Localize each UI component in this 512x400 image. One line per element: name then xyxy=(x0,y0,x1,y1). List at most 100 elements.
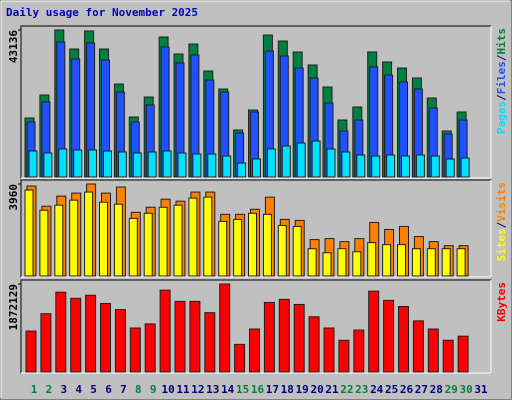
bar xyxy=(84,191,94,277)
bar xyxy=(323,327,335,373)
bar xyxy=(55,291,67,373)
bar xyxy=(174,300,186,373)
bar xyxy=(412,320,424,373)
bar xyxy=(397,244,406,277)
bar xyxy=(237,162,247,178)
x-tick-label: 16 xyxy=(251,383,265,396)
x-tick-label: 10 xyxy=(161,383,174,396)
bar xyxy=(415,154,425,178)
bar xyxy=(85,294,97,373)
legend: Pages/Files/Hits xyxy=(495,28,508,134)
legend: Sites/Visits xyxy=(495,182,508,262)
bar xyxy=(54,204,64,277)
bar xyxy=(430,155,440,178)
bar xyxy=(263,301,275,373)
bar xyxy=(128,217,138,277)
bar xyxy=(326,148,336,178)
legend-separator: / xyxy=(495,94,508,101)
bar xyxy=(386,154,396,178)
bar xyxy=(218,220,228,277)
bar xyxy=(204,312,216,373)
bar xyxy=(219,283,231,373)
bar xyxy=(252,158,261,178)
x-tick-label: 23 xyxy=(355,383,368,396)
bar xyxy=(114,309,126,373)
bar xyxy=(70,297,82,373)
bar xyxy=(233,218,243,277)
bar xyxy=(277,224,287,277)
y-tick-label: 1872129 xyxy=(7,284,20,330)
x-tick-label: 19 xyxy=(296,383,309,396)
bar xyxy=(322,252,332,277)
bar xyxy=(177,152,187,178)
bar xyxy=(341,151,351,178)
bar xyxy=(234,343,246,373)
x-tick-label: 30 xyxy=(459,383,472,396)
bar xyxy=(456,248,466,277)
x-tick-label: 3 xyxy=(60,383,67,396)
x-tick-label: 29 xyxy=(445,383,458,396)
bar xyxy=(398,306,409,373)
legend-entry: Sites xyxy=(495,228,508,261)
legend-entry: Pages xyxy=(495,101,508,134)
x-tick-label: 21 xyxy=(325,383,339,396)
bar xyxy=(292,225,302,277)
bar xyxy=(58,148,68,178)
x-tick-label: 11 xyxy=(176,383,190,396)
x-tick-label: 13 xyxy=(206,383,219,396)
legend-separator: / xyxy=(495,221,508,228)
bar xyxy=(188,197,198,277)
bar xyxy=(203,196,213,277)
bar xyxy=(338,339,350,373)
bar xyxy=(143,212,153,277)
bar xyxy=(307,248,317,277)
x-tick-label: 6 xyxy=(105,383,112,396)
x-tick-label: 14 xyxy=(221,383,235,396)
bar xyxy=(266,148,276,178)
bar xyxy=(426,248,436,277)
bar xyxy=(158,206,168,277)
x-tick-label: 7 xyxy=(120,383,127,396)
legend-entry: Files xyxy=(495,61,508,94)
bar xyxy=(162,150,172,178)
bar xyxy=(189,300,201,373)
bar xyxy=(69,199,79,277)
bar xyxy=(352,251,362,277)
bar xyxy=(368,290,380,373)
bar xyxy=(113,203,123,277)
bar xyxy=(281,145,291,178)
bar xyxy=(132,152,142,178)
bar xyxy=(192,153,202,178)
x-tick-label: 22 xyxy=(340,383,353,396)
bar xyxy=(249,328,260,373)
bar xyxy=(457,335,469,373)
bar xyxy=(159,289,171,373)
x-tick-label: 9 xyxy=(150,383,157,396)
bar xyxy=(353,329,365,373)
x-tick-label: 1 xyxy=(31,383,38,396)
x-tick-label: 15 xyxy=(236,383,249,396)
bar xyxy=(337,248,347,277)
bar xyxy=(207,153,217,178)
x-tick-label: 26 xyxy=(400,383,414,396)
bar xyxy=(173,204,183,277)
bar xyxy=(311,140,321,178)
bar xyxy=(73,149,83,178)
x-tick-label: 24 xyxy=(370,383,384,396)
x-tick-label: 18 xyxy=(281,383,294,396)
y-tick-label: 43136 xyxy=(7,30,20,63)
bar xyxy=(411,248,421,277)
bar xyxy=(367,242,377,277)
x-tick-label: 28 xyxy=(430,383,443,396)
legend-entry: Visits xyxy=(495,182,508,222)
bar xyxy=(371,155,381,178)
x-tick-label: 4 xyxy=(75,383,82,396)
bar xyxy=(28,150,38,178)
legend: KBytes xyxy=(495,282,508,322)
x-tick-label: 5 xyxy=(90,383,97,396)
bar xyxy=(88,149,98,178)
bar xyxy=(24,189,34,277)
bar xyxy=(278,298,290,373)
bar xyxy=(222,155,232,178)
